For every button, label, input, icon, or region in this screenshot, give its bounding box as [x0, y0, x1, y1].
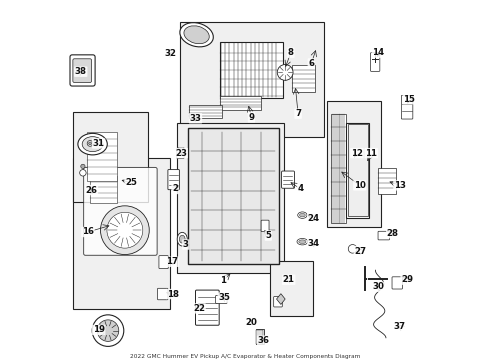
Ellipse shape	[180, 23, 213, 47]
Text: 2: 2	[172, 184, 178, 193]
Text: 36: 36	[258, 336, 270, 345]
Circle shape	[89, 142, 92, 145]
Ellipse shape	[179, 235, 185, 243]
Text: 31: 31	[93, 139, 105, 148]
Circle shape	[348, 244, 357, 253]
Bar	[270, 261, 313, 316]
Text: 23: 23	[175, 149, 187, 158]
Ellipse shape	[184, 26, 209, 44]
Text: 25: 25	[125, 178, 137, 187]
Bar	[327, 101, 381, 226]
Text: 34: 34	[308, 239, 320, 248]
Text: 27: 27	[354, 247, 367, 256]
Polygon shape	[276, 294, 285, 305]
Circle shape	[100, 206, 149, 255]
FancyBboxPatch shape	[196, 290, 219, 325]
Circle shape	[97, 320, 119, 341]
Ellipse shape	[298, 212, 307, 219]
Circle shape	[107, 212, 143, 248]
Bar	[331, 114, 346, 223]
Text: 37: 37	[394, 322, 406, 331]
FancyBboxPatch shape	[274, 297, 282, 307]
Text: 29: 29	[401, 275, 413, 284]
FancyBboxPatch shape	[157, 288, 168, 300]
Circle shape	[92, 315, 124, 346]
Ellipse shape	[299, 213, 305, 217]
Text: 16: 16	[82, 228, 94, 237]
Circle shape	[87, 140, 93, 146]
Bar	[90, 176, 117, 203]
FancyBboxPatch shape	[70, 55, 95, 86]
Ellipse shape	[297, 238, 308, 245]
Bar	[73, 158, 170, 309]
Text: 11: 11	[365, 149, 377, 158]
Bar	[87, 132, 117, 181]
Bar	[180, 22, 324, 137]
Text: 13: 13	[394, 181, 406, 190]
Bar	[256, 329, 264, 344]
Bar	[220, 42, 283, 98]
Ellipse shape	[177, 232, 187, 246]
Text: 8: 8	[288, 48, 294, 57]
Text: 14: 14	[372, 48, 385, 57]
Circle shape	[80, 170, 86, 176]
Ellipse shape	[82, 136, 103, 152]
Text: 15: 15	[403, 95, 415, 104]
Text: 26: 26	[86, 185, 98, 194]
Text: 35: 35	[218, 293, 230, 302]
Circle shape	[81, 164, 85, 168]
FancyBboxPatch shape	[216, 296, 227, 303]
Text: 6: 6	[308, 59, 315, 68]
Text: 38: 38	[75, 67, 87, 76]
FancyBboxPatch shape	[282, 171, 294, 188]
FancyBboxPatch shape	[392, 277, 402, 289]
Text: 20: 20	[245, 318, 257, 327]
Text: 33: 33	[190, 114, 201, 123]
Text: 32: 32	[165, 49, 176, 58]
Text: 10: 10	[354, 181, 366, 190]
Bar	[292, 65, 315, 92]
FancyBboxPatch shape	[168, 170, 179, 190]
Bar	[347, 125, 368, 216]
FancyBboxPatch shape	[401, 95, 413, 119]
Bar	[188, 128, 279, 264]
Text: 4: 4	[297, 184, 304, 193]
Bar	[177, 123, 285, 273]
Text: 22: 22	[193, 304, 205, 313]
Text: 17: 17	[167, 257, 179, 266]
Circle shape	[277, 64, 293, 80]
Bar	[346, 123, 369, 218]
Text: 5: 5	[266, 231, 271, 240]
Text: 19: 19	[93, 325, 105, 334]
Bar	[220, 96, 261, 110]
Text: 24: 24	[308, 214, 320, 223]
Bar	[73, 112, 148, 202]
Ellipse shape	[78, 134, 107, 155]
Text: 28: 28	[387, 229, 399, 238]
Text: 2022 GMC Hummer EV Pickup A/C Evaporator & Heater Components Diagram: 2022 GMC Hummer EV Pickup A/C Evaporator…	[130, 354, 360, 359]
Ellipse shape	[299, 240, 306, 243]
FancyBboxPatch shape	[370, 53, 380, 71]
Text: 9: 9	[248, 113, 254, 122]
FancyBboxPatch shape	[84, 167, 157, 255]
Text: 18: 18	[167, 289, 178, 298]
Bar	[256, 330, 263, 343]
Bar	[190, 105, 222, 118]
Text: 12: 12	[351, 149, 363, 158]
Text: 1: 1	[220, 276, 226, 285]
FancyBboxPatch shape	[177, 148, 184, 158]
Text: 3: 3	[183, 240, 189, 249]
Text: 30: 30	[372, 282, 384, 291]
FancyBboxPatch shape	[261, 220, 269, 231]
FancyBboxPatch shape	[159, 256, 168, 269]
FancyBboxPatch shape	[378, 231, 390, 240]
FancyBboxPatch shape	[73, 59, 92, 82]
Bar	[378, 168, 395, 194]
Text: 21: 21	[283, 275, 295, 284]
Text: 7: 7	[295, 109, 301, 118]
